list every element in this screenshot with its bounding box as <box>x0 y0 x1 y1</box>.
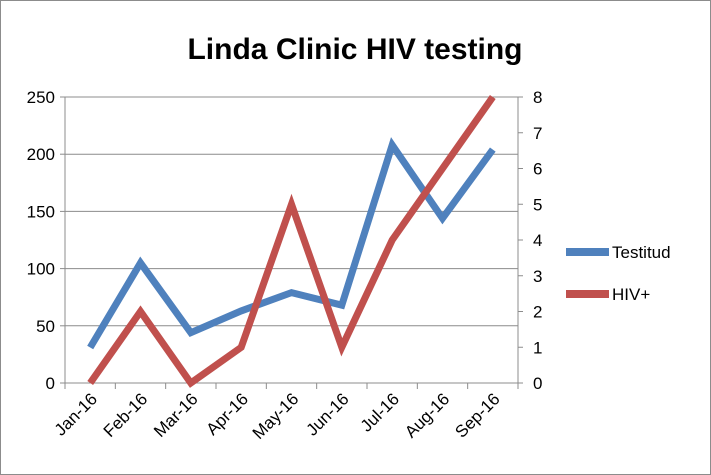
x-tick-label: Apr-16 <box>202 389 252 439</box>
x-tick-label: May-16 <box>249 389 303 443</box>
right-tick-label: 1 <box>533 338 542 357</box>
x-tick-label: Jan-16 <box>51 389 101 439</box>
left-tick-label: 50 <box>36 317 55 336</box>
x-tick-label: Jun-16 <box>302 389 352 439</box>
right-axis-ticks: 0 1 2 3 4 5 6 7 8 <box>518 88 542 393</box>
axes <box>64 97 519 384</box>
chart-title: Linda Clinic HIV testing <box>187 33 522 66</box>
left-axis-ticks: 0 50 100 150 200 250 <box>27 88 65 393</box>
x-tick-label: Mar-16 <box>150 389 202 441</box>
legend-label: HIV+ <box>612 285 650 304</box>
x-tick-label: Aug-16 <box>401 389 453 441</box>
series-line-hiv <box>87 94 496 388</box>
right-tick-label: 2 <box>533 303 542 322</box>
right-tick-label: 6 <box>533 160 542 179</box>
left-tick-label: 0 <box>46 374 55 393</box>
legend-label: Testitud <box>612 243 671 262</box>
left-tick-label: 200 <box>27 145 55 164</box>
series-lines <box>87 94 496 388</box>
right-tick-label: 5 <box>533 195 542 214</box>
series-line-testitud <box>87 137 496 350</box>
x-tick-label: Feb-16 <box>100 389 152 441</box>
left-tick-label: 100 <box>27 260 55 279</box>
right-tick-label: 0 <box>533 374 542 393</box>
left-tick-label: 250 <box>27 88 55 107</box>
right-tick-label: 7 <box>533 124 542 143</box>
right-tick-label: 8 <box>533 88 542 107</box>
x-tick-label: Jul-16 <box>357 389 403 435</box>
right-tick-label: 4 <box>533 231 542 250</box>
left-tick-label: 150 <box>27 202 55 221</box>
right-tick-label: 3 <box>533 267 542 286</box>
gridlines <box>65 96 518 384</box>
x-tick-label: Sep-16 <box>451 389 503 441</box>
legend: Testitud HIV+ <box>566 243 671 304</box>
